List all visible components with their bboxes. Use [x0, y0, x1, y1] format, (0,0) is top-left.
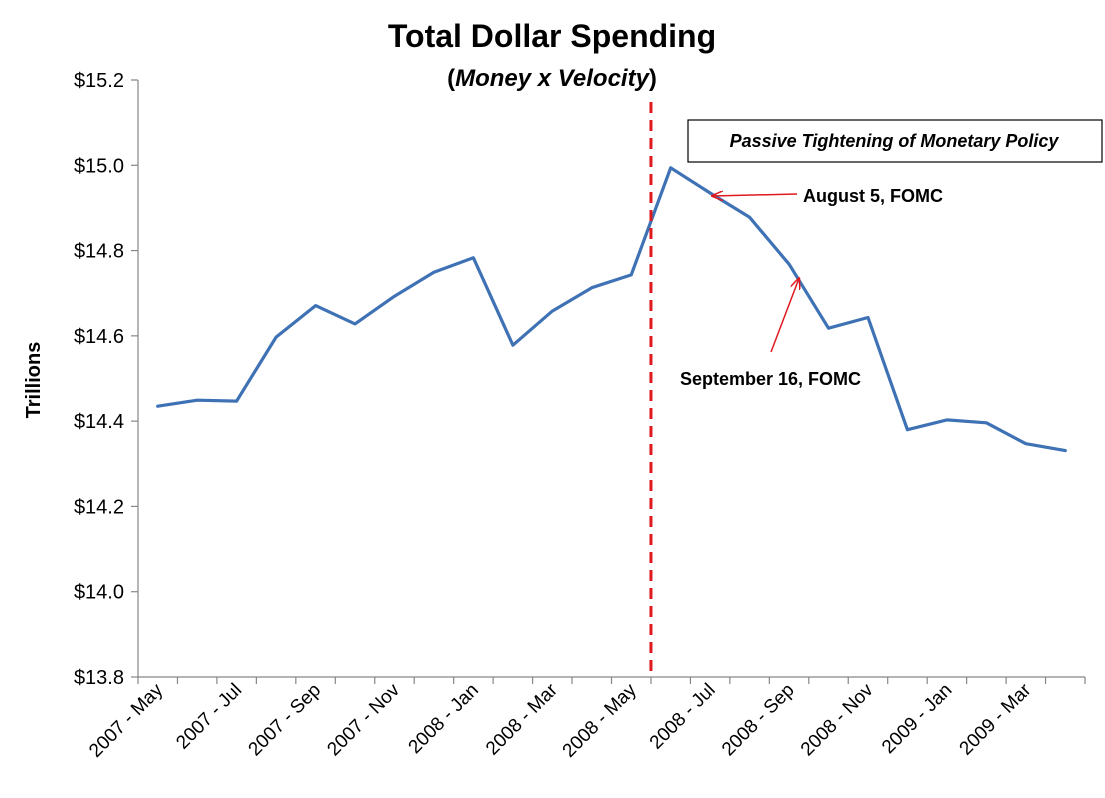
chart-subtitle: (Money x Velocity)	[447, 65, 657, 92]
data-point	[236, 400, 238, 402]
y-tick-label: $14.4	[74, 411, 124, 433]
data-point	[867, 317, 869, 318]
data-point	[591, 287, 593, 289]
august-arrow	[712, 194, 798, 196]
x-tick-label: 2007 - May	[85, 679, 167, 761]
data-point	[157, 405, 159, 407]
x-tick-label: 2007 - Nov	[323, 679, 404, 760]
data-point	[709, 192, 711, 194]
data-point	[828, 327, 829, 329]
y-tick-label: $14.2	[74, 496, 124, 518]
data-point	[749, 216, 751, 218]
data-point	[788, 263, 790, 265]
x-tick-label: 2008 - Mar	[482, 679, 562, 759]
data-point	[551, 310, 553, 312]
data-point	[394, 295, 395, 297]
x-tick-label: 2008 - Nov	[797, 679, 878, 760]
subtitle-open: (	[447, 65, 455, 92]
data-point	[315, 305, 317, 307]
data-point	[472, 257, 474, 259]
y-tick-label: $13.8	[74, 667, 124, 689]
x-tick-label: 2007 - Jul	[172, 680, 246, 754]
y-tick-label: $15.2	[74, 70, 124, 92]
x-tick-label: 2007 - Sep	[245, 680, 326, 761]
x-tick-label: 2008 - Jan	[405, 680, 483, 758]
data-point	[275, 336, 277, 338]
x-tick-label: 2008 - Sep	[718, 680, 799, 761]
x-tick-label: 2009 - Jan	[878, 680, 956, 758]
x-tick-label: 2008 - May	[559, 679, 641, 761]
chart-title: Total Dollar Spending	[388, 18, 716, 54]
data-point	[433, 271, 435, 273]
annotation-box-text: Passive Tightening of Monetary Policy	[730, 131, 1060, 151]
data-point	[985, 422, 987, 424]
data-point	[196, 399, 198, 401]
data-point	[512, 344, 514, 346]
y-tick-label: $14.8	[74, 241, 124, 263]
data-point	[1064, 450, 1066, 452]
y-tick-label: $14.6	[74, 326, 124, 348]
data-point	[630, 274, 632, 276]
series-layer	[156, 166, 1067, 453]
data-point	[946, 419, 948, 421]
y-axis-label: Trillions	[23, 342, 45, 419]
series-line	[156, 166, 1067, 453]
september-annotation: September 16, FOMC	[680, 369, 861, 389]
september-arrow	[770, 278, 799, 353]
subtitle-close: )	[649, 65, 657, 92]
data-point	[1025, 443, 1027, 445]
y-axis: $13.8 $14.0 $14.2 $14.4 $14.6 $14.8 $15.0 $15.2	[74, 70, 138, 689]
y-tick-label: $14.0	[74, 582, 124, 604]
x-tick-label: 2008 - Jul	[646, 680, 720, 754]
annotation-box	[687, 119, 1103, 163]
data-point	[670, 167, 672, 169]
august-annotation: August 5, FOMC	[803, 186, 943, 206]
x-tick-label: 2009 - Mar	[956, 679, 1036, 759]
subtitle-italic: Money x Velocity	[455, 65, 650, 92]
y-tick-label: $15.0	[74, 155, 124, 177]
data-point	[906, 429, 908, 431]
data-point	[354, 323, 356, 325]
